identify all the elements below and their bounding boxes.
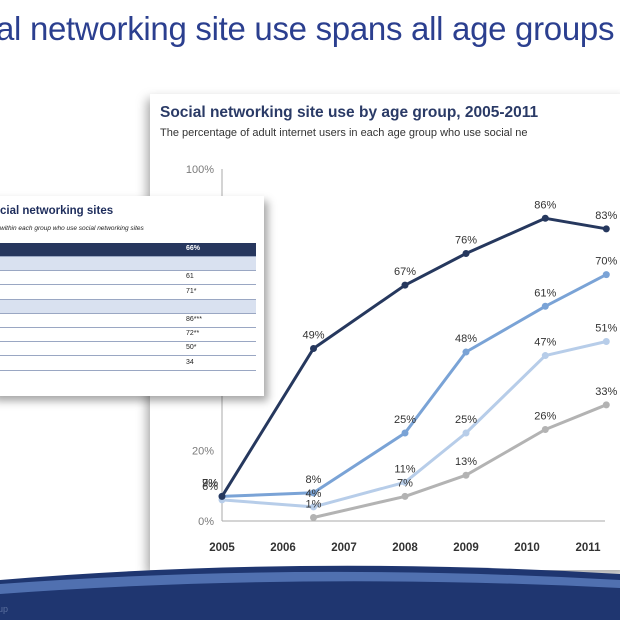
series-line — [221, 273, 607, 498]
table-cell-value: 86*** — [186, 316, 202, 323]
data-label: 8% — [306, 474, 322, 486]
slide-title: al networking site use spans all age gro… — [0, 10, 615, 47]
x-tick-label: 2005 — [209, 542, 235, 554]
data-point — [401, 429, 409, 437]
data-label: 49% — [302, 330, 324, 342]
data-point — [218, 492, 226, 500]
x-tick-label: 2006 — [270, 542, 296, 554]
data-label: 86% — [534, 199, 556, 211]
table-cell-value: 66% — [186, 245, 201, 252]
data-point — [602, 271, 610, 279]
data-point — [310, 513, 317, 521]
footer-band — [0, 565, 620, 620]
series-line — [220, 216, 607, 498]
data-label: 70% — [595, 256, 617, 268]
data-point — [462, 429, 470, 437]
chart-title: Social networking site use by age group,… — [160, 104, 539, 121]
data-point — [401, 492, 409, 500]
x-tick-label: 2010 — [514, 542, 540, 554]
data-label: 33% — [595, 386, 617, 398]
data-point — [310, 489, 317, 497]
y-tick-label: 20% — [192, 446, 214, 458]
data-point — [462, 249, 470, 257]
chart-subtitle: The percentage of adult internet users i… — [160, 127, 528, 139]
data-point — [462, 348, 470, 356]
table-row — [0, 299, 256, 314]
table-row — [0, 257, 256, 272]
table-subtitle: within each group who use social network… — [0, 225, 144, 232]
data-point — [602, 337, 610, 345]
table-row: 72** — [0, 328, 256, 343]
data-point — [602, 225, 610, 233]
data-point — [401, 478, 409, 486]
data-point — [541, 214, 549, 222]
x-tick-label: 2011 — [576, 542, 602, 554]
data-label: 67% — [394, 266, 416, 278]
data-point — [310, 345, 317, 353]
table-row: 61 — [0, 271, 256, 286]
table-cell-value: 72** — [186, 330, 200, 338]
data-label: 25% — [394, 414, 416, 426]
table-cell-value: 61 — [186, 273, 194, 281]
table-cell-value: 34 — [186, 358, 194, 366]
data-label: 6% — [202, 481, 218, 493]
table-row: 34 — [0, 357, 256, 371]
footer-text: up — [0, 604, 9, 614]
table-row: 71* — [0, 286, 256, 300]
data-point — [462, 471, 470, 479]
data-point — [401, 281, 409, 289]
data-point — [310, 503, 317, 511]
x-tick-label: 2008 — [392, 542, 418, 554]
data-label: 7% — [397, 477, 413, 489]
data-label: 26% — [534, 410, 556, 422]
data-label: 51% — [595, 322, 617, 334]
table-cell-value: 71* — [186, 287, 197, 295]
data-point — [541, 425, 549, 433]
table-row: 50* — [0, 342, 256, 357]
data-label: 61% — [534, 287, 556, 299]
y-tick-label: 0% — [198, 516, 214, 528]
x-tick-label: 2009 — [453, 542, 479, 554]
data-point — [602, 401, 610, 409]
data-label: 9% — [202, 477, 218, 489]
data-label: 11% — [394, 463, 415, 475]
series-line — [221, 340, 607, 509]
data-label: 83% — [595, 210, 617, 222]
table-card — [0, 196, 264, 396]
data-label: 13% — [455, 456, 477, 468]
data-label: 76% — [455, 234, 477, 246]
data-label: 7% — [202, 477, 218, 489]
data-label: 48% — [455, 333, 477, 345]
table-row: 86*** — [0, 314, 256, 328]
y-tick-label: 100% — [186, 164, 214, 176]
x-tick-label: 2007 — [331, 542, 357, 554]
data-label: 25% — [455, 414, 477, 426]
data-label: 1% — [306, 498, 322, 510]
data-point — [541, 352, 549, 360]
data-label: 4% — [306, 488, 322, 500]
data-label: 47% — [534, 337, 556, 349]
data-point — [541, 302, 549, 310]
table-row: 66% — [0, 243, 256, 257]
table-title: cial networking sites — [0, 205, 114, 217]
table-cell-value: 50* — [186, 344, 197, 352]
